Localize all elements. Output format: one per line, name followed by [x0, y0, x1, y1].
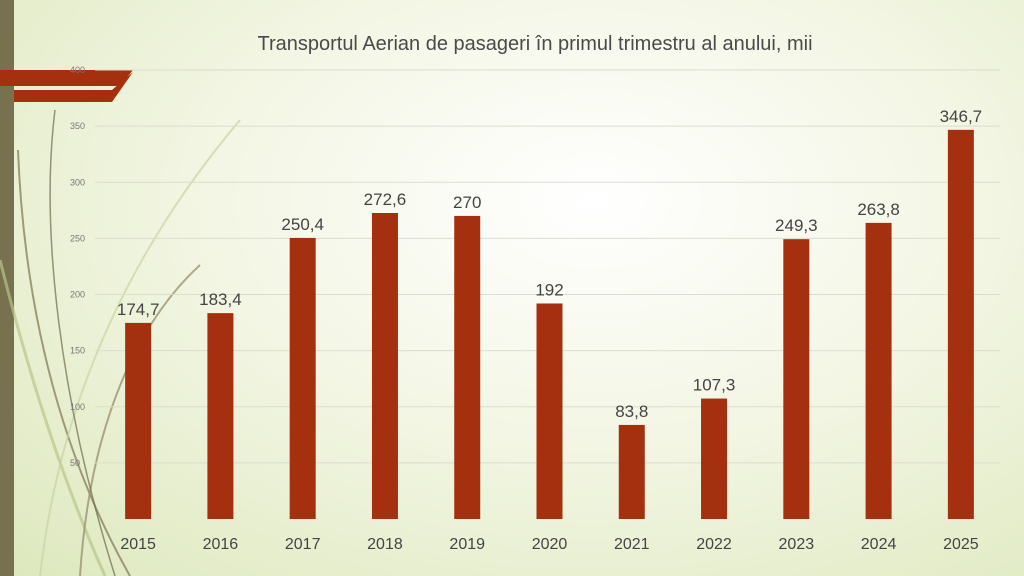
arrow-banner-shape [0, 70, 133, 86]
bar [289, 237, 316, 519]
data-label: 107,3 [693, 376, 736, 395]
x-tick-label: 2015 [120, 536, 156, 553]
data-label: 249,3 [775, 216, 818, 235]
bar [536, 303, 563, 519]
x-tick-label: 2020 [532, 536, 568, 553]
y-tick-label: 300 [70, 177, 85, 187]
bar [618, 424, 645, 519]
bar [125, 322, 152, 519]
bars [125, 129, 974, 520]
x-tick-label: 2016 [203, 536, 239, 553]
x-tick-label: 2017 [285, 536, 321, 553]
data-label: 263,8 [857, 200, 900, 219]
x-tick-label: 2023 [779, 536, 815, 553]
y-tick-label: 400 [70, 65, 85, 75]
x-tick-label: 2022 [696, 536, 732, 553]
data-label: 183,4 [199, 290, 242, 309]
x-axis-ticks: 2015 2016 2017 2018 2019 2020 2021 2022 2023 2024… [120, 536, 978, 553]
y-tick-label: 100 [70, 402, 85, 412]
y-tick-label: 250 [70, 233, 85, 243]
bar [371, 213, 398, 519]
data-label: 192 [535, 280, 563, 299]
x-tick-label: 2019 [449, 536, 485, 553]
bar [783, 239, 810, 519]
bar [865, 222, 892, 519]
x-tick-label: 2018 [367, 536, 403, 553]
y-tick-label: 50 [70, 458, 80, 468]
data-label: 83,8 [615, 402, 648, 421]
y-axis-ticks: 50 100 150 200 250 300 350 400 [70, 65, 85, 468]
y-tick-label: 200 [70, 290, 85, 300]
x-tick-label: 2025 [943, 536, 979, 553]
bar [207, 313, 234, 519]
bar [454, 215, 481, 520]
data-label: 250,4 [281, 215, 324, 234]
y-tick-label: 350 [70, 121, 85, 131]
bar [701, 398, 728, 519]
data-labels: 174,7 183,4 250,4 272,6 270 192 83,8 107,3 249,3… [117, 107, 982, 421]
data-label: 270 [453, 193, 481, 212]
chart-title: Transportul Aerian de pasageri în primul… [257, 33, 813, 55]
bar [947, 129, 974, 519]
data-label: 174,7 [117, 300, 160, 319]
data-label: 346,7 [940, 107, 983, 126]
x-tick-label: 2021 [614, 536, 650, 553]
data-label: 272,6 [364, 190, 407, 209]
y-tick-label: 150 [70, 346, 85, 356]
x-tick-label: 2024 [861, 536, 897, 553]
